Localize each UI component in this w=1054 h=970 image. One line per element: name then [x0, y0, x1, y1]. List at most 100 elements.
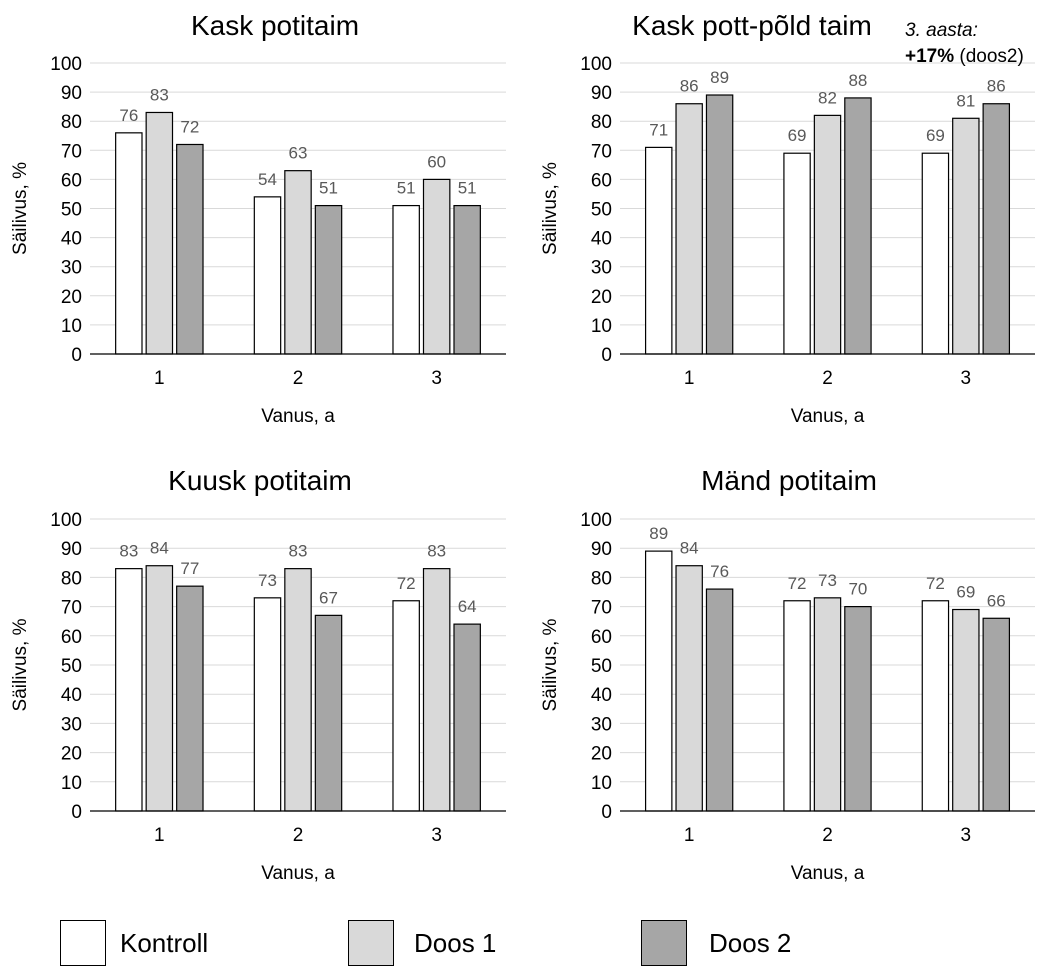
- x-tick-label: 2: [822, 368, 833, 389]
- y-tick-label: 30: [61, 258, 82, 279]
- bar: [644, 550, 673, 812]
- charts-canvas: Kask potitaim0102030405060708090100Säili…: [10, 10, 1035, 884]
- data-label: 72: [180, 117, 199, 136]
- x-tick-label: 1: [154, 368, 165, 389]
- chart-panel: Kask pott-põld taim 0 10 20 30 40 50 60 70 80 90 10…: [540, 10, 1035, 427]
- y-axis-title: Säilivus, %: [10, 618, 31, 711]
- data-label: 70: [848, 580, 867, 599]
- y-tick-label: 20: [591, 744, 612, 765]
- bar: [314, 204, 343, 355]
- bar: [675, 103, 703, 355]
- y-tick-label: 100: [580, 54, 612, 75]
- bar: [314, 614, 343, 812]
- y-tick-label: 80: [591, 112, 612, 133]
- data-label: 66: [987, 591, 1006, 610]
- bar: [982, 617, 1011, 812]
- data-label: 69: [956, 583, 975, 602]
- data-label: 86: [987, 77, 1006, 96]
- bar: [176, 585, 204, 812]
- data-label: 51: [458, 179, 477, 198]
- y-tick-label: 60: [591, 170, 612, 191]
- legend-label-doos2: Doos 2: [709, 928, 792, 958]
- data-label: 51: [319, 179, 338, 198]
- bar: [253, 196, 282, 355]
- y-tick-label: 80: [591, 568, 612, 589]
- bar: [675, 565, 703, 812]
- data-label: 60: [427, 152, 446, 171]
- legend-swatch-kontroll: [60, 920, 106, 966]
- chart-title: Kuusk potitaim: [168, 465, 352, 496]
- bar: [844, 97, 872, 355]
- legend-label-doos1: Doos 1: [414, 928, 497, 958]
- data-label: 72: [397, 574, 416, 593]
- x-tick-label: 3: [431, 368, 442, 389]
- data-label: 84: [150, 539, 169, 558]
- annotation-bold: +17%: [905, 46, 955, 67]
- y-tick-label: 20: [61, 744, 82, 765]
- y-tick-label: 10: [591, 773, 612, 794]
- bar: [844, 605, 872, 812]
- y-tick-label: 30: [61, 714, 82, 735]
- bar: [982, 103, 1011, 355]
- bar: [783, 600, 811, 812]
- chart-panel: Mänd potitaim 0 10 20 30 40 50 60 70 80 90 100 Säili…: [540, 465, 1035, 884]
- data-label: 82: [818, 88, 837, 107]
- data-label: 72: [788, 574, 807, 593]
- data-label: 63: [289, 144, 308, 163]
- annotation: 3. aasta: +17% (doos2): [905, 18, 1024, 70]
- bar: [921, 152, 950, 355]
- data-label: 69: [926, 126, 945, 145]
- annotation-rest: (doos2): [954, 46, 1024, 67]
- legend-swatch-doos2: [641, 920, 687, 966]
- data-label: 81: [956, 91, 975, 110]
- chart-title: Kask potitaim: [191, 10, 359, 41]
- x-axis-title: Vanus, a: [791, 863, 865, 884]
- legend-label-kontroll: Kontroll: [120, 928, 209, 958]
- data-label: 76: [710, 562, 729, 581]
- y-tick-label: 90: [591, 83, 612, 104]
- y-tick-label: 100: [50, 510, 82, 531]
- y-tick-label: 60: [591, 627, 612, 648]
- y-tick-label: 100: [580, 510, 612, 531]
- bar: [952, 608, 980, 812]
- x-axis-title: Vanus, a: [791, 406, 865, 427]
- bar: [705, 588, 734, 812]
- y-tick-label: 40: [591, 685, 612, 706]
- x-tick-label: 3: [961, 825, 972, 846]
- y-tick-label: 80: [61, 568, 82, 589]
- bar: [813, 597, 842, 812]
- bar: [453, 204, 481, 355]
- y-tick-label: 60: [61, 627, 82, 648]
- x-tick-label: 1: [154, 825, 165, 846]
- y-tick-label: 20: [61, 287, 82, 308]
- y-tick-label: 70: [591, 141, 612, 162]
- bar: [115, 568, 143, 812]
- x-tick-label: 2: [293, 825, 304, 846]
- data-label: 83: [289, 542, 308, 561]
- y-tick-label: 0: [601, 802, 612, 823]
- bar: [422, 568, 451, 812]
- data-label: 73: [258, 571, 277, 590]
- bar: [705, 94, 734, 355]
- y-tick-label: 70: [591, 598, 612, 619]
- y-axis-title: Säilivus, %: [10, 162, 31, 255]
- data-label: 88: [848, 71, 867, 90]
- chart-title: Mänd potitaim: [701, 465, 877, 496]
- data-label: 67: [319, 588, 338, 607]
- y-tick-label: 0: [71, 345, 82, 366]
- y-tick-label: 60: [61, 170, 82, 191]
- y-tick-label: 20: [591, 287, 612, 308]
- data-label: 54: [258, 170, 277, 189]
- bar: [813, 114, 842, 355]
- bar: [253, 597, 282, 812]
- x-tick-label: 3: [431, 825, 442, 846]
- bar: [392, 204, 420, 355]
- data-label: 89: [649, 524, 668, 543]
- bar: [392, 600, 420, 812]
- y-axis-title: Säilivus, %: [540, 618, 561, 711]
- legend-swatch-doos1: [348, 920, 394, 966]
- data-label: 72: [926, 574, 945, 593]
- annotation-line1: 3. aasta:: [905, 20, 978, 41]
- data-label: 69: [788, 126, 807, 145]
- bar: [145, 111, 174, 355]
